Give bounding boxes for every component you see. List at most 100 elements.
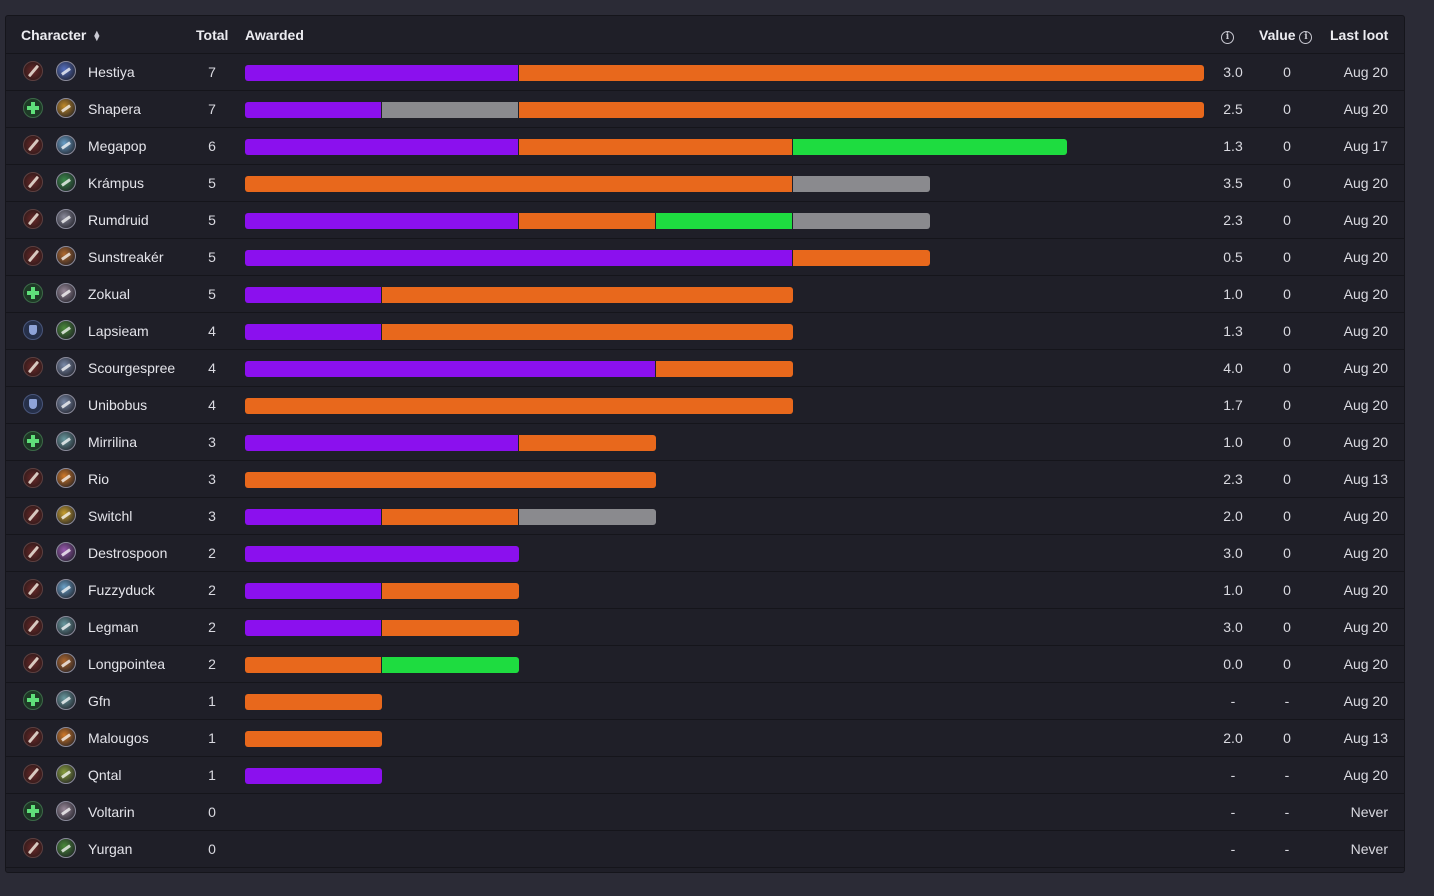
awarded-segment-purple[interactable]: [245, 361, 655, 377]
table-row[interactable]: Fuzzyduck 2 1.0 0 Aug 20: [6, 572, 1404, 609]
table-row[interactable]: Hestiya 7 3.0 0 Aug 20: [6, 54, 1404, 91]
awarded-segment-orange[interactable]: [519, 435, 656, 451]
awarded-segment-purple[interactable]: [245, 509, 381, 525]
table-row[interactable]: Lapsieam 4 1.3 0 Aug 20: [6, 313, 1404, 350]
awarded-segment-purple[interactable]: [245, 546, 519, 562]
awarded-segment-purple[interactable]: [245, 250, 792, 266]
table-row[interactable]: Malougos 1 2.0 0 Aug 13: [6, 720, 1404, 757]
awarded-segment-gray[interactable]: [793, 213, 930, 229]
healer-role-icon: [23, 98, 43, 118]
character-name[interactable]: Malougos: [88, 730, 149, 746]
table-row[interactable]: Mirrilina 3 1.0 0 Aug 20: [6, 424, 1404, 461]
character-name[interactable]: Legman: [88, 619, 139, 635]
character-name[interactable]: Megapop: [88, 138, 147, 154]
character-name[interactable]: Switchl: [88, 508, 133, 524]
awarded-segment-orange[interactable]: [793, 250, 930, 266]
last-loot-column-header[interactable]: Last loot: [1330, 27, 1389, 43]
awarded-segment-green[interactable]: [656, 213, 792, 229]
awarded-segment-orange[interactable]: [382, 509, 518, 525]
character-name[interactable]: Scourgespree: [88, 360, 176, 376]
character-name[interactable]: Mirrilina: [88, 434, 137, 450]
character-name[interactable]: Voltarin: [88, 804, 135, 820]
character-name[interactable]: Qntal: [88, 767, 122, 783]
awarded-segment-gray[interactable]: [382, 102, 518, 118]
character-column-header[interactable]: Character ▲ ▼: [21, 27, 101, 43]
character-name[interactable]: Rumdruid: [88, 212, 149, 228]
awarded-segment-orange[interactable]: [519, 139, 792, 155]
table-row[interactable]: Destrospoon 2 3.0 0 Aug 20: [6, 535, 1404, 572]
table-row[interactable]: Yurgan 0 - - Never: [6, 831, 1404, 868]
awarded-segment-purple[interactable]: [245, 65, 518, 81]
character-name[interactable]: Krámpus: [88, 175, 145, 191]
table-row[interactable]: Rumdruid 5 2.3 0 Aug 20: [6, 202, 1404, 239]
table-row[interactable]: Krámpus 5 3.5 0 Aug 20: [6, 165, 1404, 202]
awarded-segment-purple[interactable]: [245, 435, 518, 451]
awarded-segment-orange[interactable]: [245, 472, 656, 488]
awarded-segment-orange[interactable]: [245, 176, 792, 192]
character-name[interactable]: Gfn: [88, 693, 111, 709]
awarded-segment-purple[interactable]: [245, 768, 382, 784]
awarded-segment-orange[interactable]: [519, 65, 1204, 81]
table-row[interactable]: Qntal 1 - - Aug 20: [6, 757, 1404, 794]
character-name[interactable]: Shapera: [88, 101, 141, 117]
table-row[interactable]: Rio 3 2.3 0 Aug 13: [6, 461, 1404, 498]
character-name[interactable]: Zokual: [88, 286, 131, 302]
awarded-segment-orange[interactable]: [519, 102, 1204, 118]
awarded-segment-orange[interactable]: [382, 287, 793, 303]
table-row[interactable]: Scourgespree 4 4.0 0 Aug 20: [6, 350, 1404, 387]
awarded-segment-orange[interactable]: [382, 324, 793, 340]
awarded-segment-gray[interactable]: [793, 176, 930, 192]
awarded-segment-purple[interactable]: [245, 324, 381, 340]
awarded-segment-orange[interactable]: [656, 361, 793, 377]
awarded-segment-purple[interactable]: [245, 583, 381, 599]
loot-value: 0: [1283, 138, 1291, 154]
table-row[interactable]: Zokual 5 1.0 0 Aug 20: [6, 276, 1404, 313]
total-column-header[interactable]: Total: [196, 27, 229, 43]
average-column-header[interactable]: i: [1221, 27, 1234, 44]
awarded-segment-orange[interactable]: [245, 657, 381, 673]
awarded-segment-purple[interactable]: [245, 620, 381, 636]
awarded-segment-orange[interactable]: [382, 620, 519, 636]
awarded-segment-purple[interactable]: [245, 102, 381, 118]
awarded-segment-purple[interactable]: [245, 213, 518, 229]
character-name[interactable]: Fuzzyduck: [88, 582, 155, 598]
value-info-icon[interactable]: i: [1299, 31, 1313, 44]
character-name[interactable]: Yurgan: [88, 841, 133, 857]
table-row[interactable]: Voltarin 0 - - Never: [6, 794, 1404, 831]
table-row[interactable]: Switchl 3 2.0 0 Aug 20: [6, 498, 1404, 535]
awarded-segment-green[interactable]: [793, 139, 1067, 155]
awarded-segment-orange[interactable]: [245, 398, 793, 414]
awarded-segment-gray[interactable]: [519, 509, 656, 525]
awarded-segment-green[interactable]: [382, 657, 519, 673]
awarded-column-header[interactable]: Awarded: [245, 27, 304, 43]
value-column-header[interactable]: Value i: [1259, 27, 1313, 44]
sort-icon[interactable]: ▲ ▼: [92, 28, 102, 44]
table-row[interactable]: Legman 2 3.0 0 Aug 20: [6, 609, 1404, 646]
dps-role-icon: [23, 209, 43, 229]
character-name[interactable]: Lapsieam: [88, 323, 149, 339]
info-icon[interactable]: i: [1221, 31, 1234, 44]
last-loot-date: Aug 20: [1343, 64, 1388, 80]
dps-role-icon: [23, 357, 43, 377]
awarded-segment-purple[interactable]: [245, 287, 381, 303]
character-name[interactable]: Rio: [88, 471, 110, 487]
table-row[interactable]: Sunstreakér 5 0.5 0 Aug 20: [6, 239, 1404, 276]
character-name[interactable]: Unibobus: [88, 397, 148, 413]
awarded-segment-orange[interactable]: [382, 583, 519, 599]
awarded-segment-orange[interactable]: [519, 213, 655, 229]
character-name[interactable]: Destrospoon: [88, 545, 168, 561]
table-row[interactable]: Unibobus 4 1.7 0 Aug 20: [6, 387, 1404, 424]
average-score: -: [1230, 841, 1236, 857]
awarded-segment-purple[interactable]: [245, 139, 518, 155]
table-row[interactable]: Megapop 6 1.3 0 Aug 17: [6, 128, 1404, 165]
average-score: 1.0: [1223, 286, 1243, 302]
last-loot-date: Never: [1350, 804, 1388, 820]
character-name[interactable]: Longpointea: [88, 656, 166, 672]
table-row[interactable]: Longpointea 2 0.0 0 Aug 20: [6, 646, 1404, 683]
awarded-segment-orange[interactable]: [245, 694, 382, 710]
character-name[interactable]: Sunstreakér: [88, 249, 164, 265]
table-row[interactable]: Shapera 7 2.5 0 Aug 20: [6, 91, 1404, 128]
awarded-segment-orange[interactable]: [245, 731, 382, 747]
character-name[interactable]: Hestiya: [88, 64, 135, 80]
table-row[interactable]: Gfn 1 - - Aug 20: [6, 683, 1404, 720]
